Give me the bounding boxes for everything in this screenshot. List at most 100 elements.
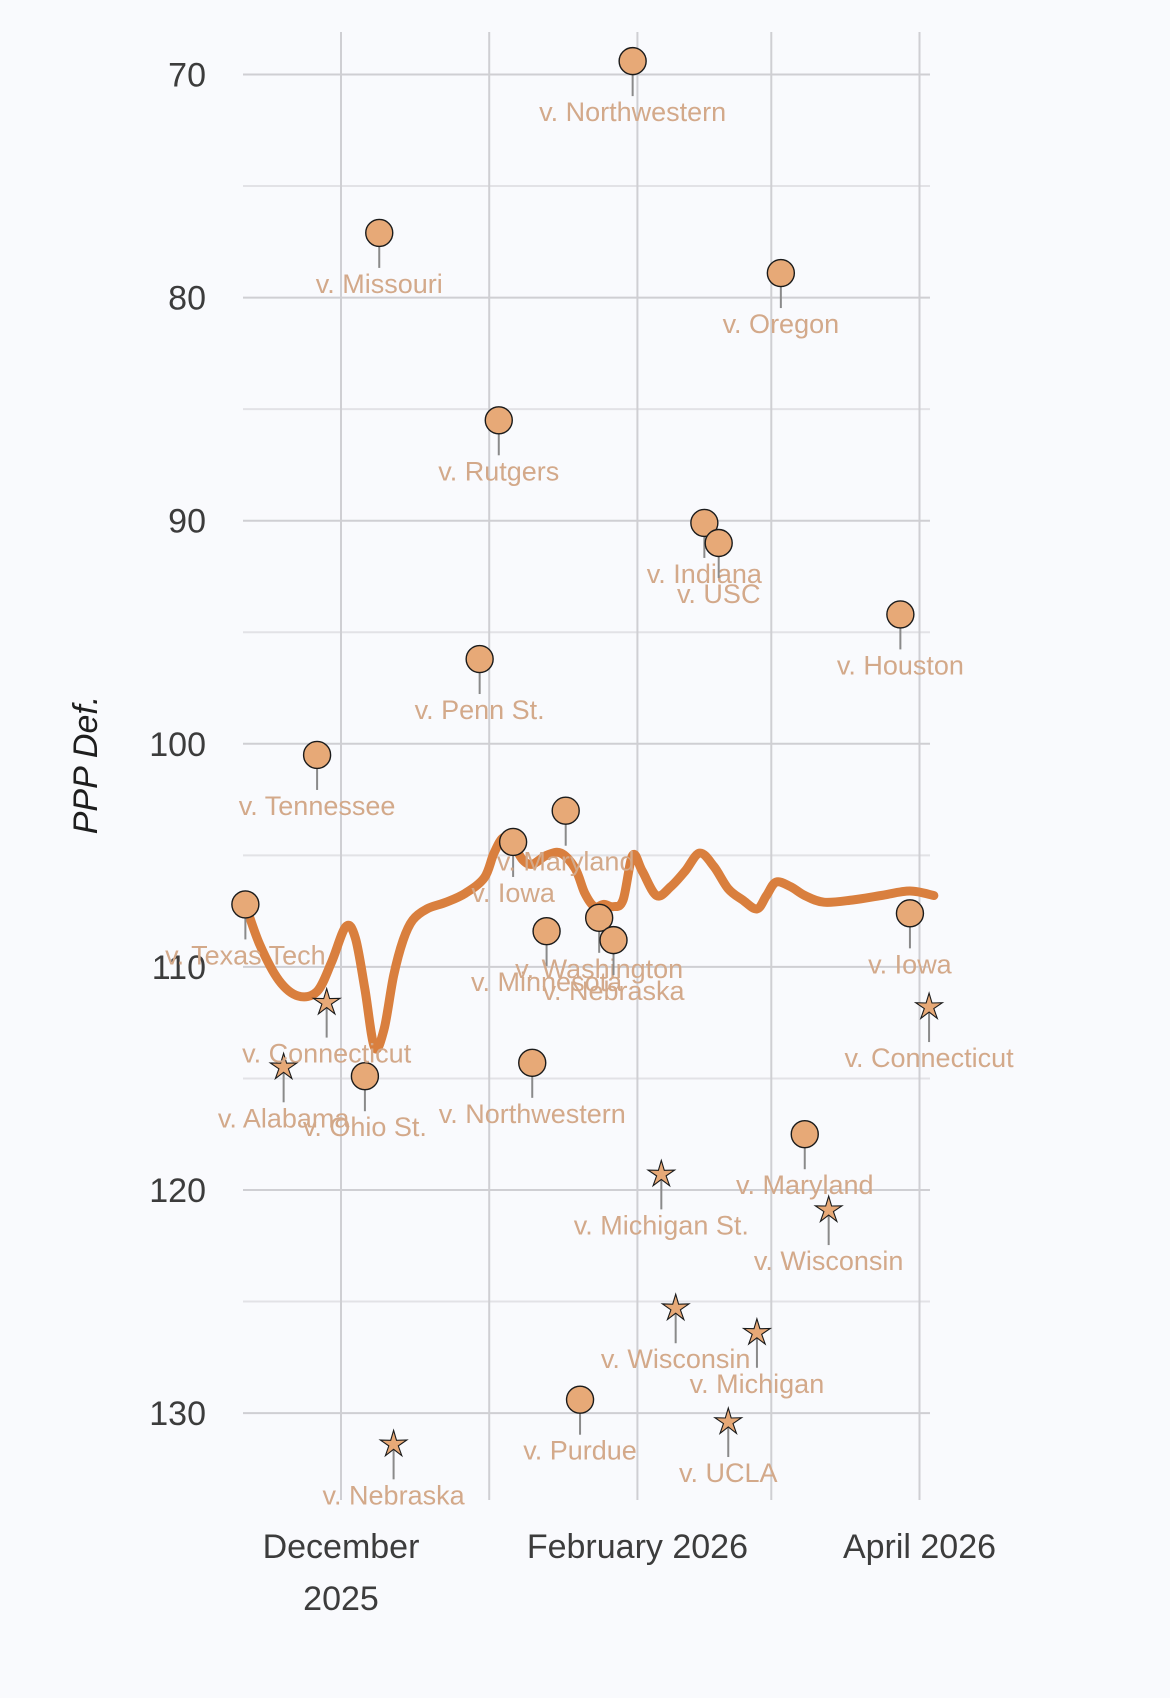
data-point: v. Penn St.: [415, 644, 545, 725]
circle-marker: [618, 46, 647, 76]
point-label: v. Purdue: [523, 1436, 637, 1466]
trend-layer: [240, 832, 939, 1054]
data-point: v. Purdue: [523, 1385, 637, 1466]
x-tick-label: February 2026: [527, 1528, 748, 1566]
data-point-star: v. UCLA: [679, 1406, 778, 1488]
x-tick-label: April 2026: [843, 1528, 996, 1566]
point-label: v. Missouri: [316, 269, 443, 299]
circle-marker: [895, 899, 925, 928]
point-label: v. Iowa: [868, 949, 953, 979]
point-label: v. Penn St.: [415, 695, 545, 725]
data-point: v. Iowa: [471, 827, 556, 908]
point-label: v. Ohio St.: [303, 1112, 427, 1142]
point-label: v. Oregon: [723, 309, 840, 339]
point-label: v. Texas Tech: [165, 940, 326, 970]
data-point: v. Ohio St.: [303, 1062, 427, 1142]
data-point-star: v. Connecticut: [845, 991, 1015, 1073]
circle-marker: [231, 890, 260, 919]
point-label: v. Nebraska: [323, 1480, 466, 1510]
point-label: v. Washington: [515, 954, 683, 984]
circle-marker: [350, 1062, 380, 1091]
star-marker: [813, 1194, 844, 1223]
point-label: v. Michigan St.: [574, 1210, 749, 1240]
circle-marker: [790, 1120, 819, 1149]
data-point-star: v. Michigan: [690, 1316, 825, 1399]
points-layer: v. Texas Tech v. Tennessee v. Ohio St. v. M…: [165, 46, 1015, 1510]
data-point: v. Texas Tech: [165, 890, 326, 970]
point-label: v. Iowa: [471, 878, 556, 908]
x-tick-label: December 2025: [263, 1528, 420, 1618]
point-label: v. Wisconsin: [601, 1344, 751, 1374]
y-axis-ticks: 70 80 90 100 110 120 130: [149, 57, 206, 1434]
data-point: v. Maryland: [736, 1120, 874, 1200]
point-label: v. Nebraska: [542, 976, 685, 1006]
data-point-star: v. Connecticut: [242, 986, 412, 1069]
data-point-star: v. Nebraska: [323, 1428, 466, 1510]
point-label: v. Rutgers: [438, 456, 559, 486]
data-point: v. Rutgers: [438, 406, 559, 486]
star-marker: [268, 1051, 299, 1081]
star-marker: [913, 991, 945, 1020]
data-point: v. Indiana: [647, 508, 763, 589]
data-point: v. Houston: [837, 600, 964, 680]
data-point: v. Missouri: [316, 218, 443, 299]
grid: [243, 32, 930, 1500]
star-marker: [660, 1292, 691, 1322]
circle-marker: [584, 903, 614, 933]
data-point: v. Maryland: [497, 796, 635, 877]
point-label: v. Connecticut: [845, 1043, 1015, 1073]
point-label: v. Wisconsin: [754, 1246, 904, 1276]
point-label: v. Indiana: [647, 559, 763, 589]
circle-marker: [704, 528, 733, 558]
circle-marker: [690, 508, 719, 538]
point-label: v. UCLA: [679, 1458, 778, 1488]
data-point: v. Washington: [515, 903, 683, 984]
point-label: v. Maryland: [497, 847, 635, 877]
point-label: v. Michigan: [690, 1369, 825, 1399]
point-label: v. Alabama: [218, 1103, 351, 1133]
data-point: v. Tennessee: [239, 740, 396, 821]
star-marker: [378, 1428, 409, 1458]
data-point: v. Northwestern: [439, 1048, 626, 1129]
circle-marker: [484, 406, 513, 435]
star-marker: [713, 1406, 744, 1435]
data-point-star: v. Michigan St.: [574, 1158, 749, 1240]
circle-marker: [532, 917, 561, 946]
y-tick-label: 120: [149, 1172, 206, 1210]
y-tick-label: 80: [168, 280, 206, 318]
data-point: v. Northwestern: [539, 46, 726, 127]
data-point: v. USC: [677, 528, 761, 609]
circle-marker: [465, 644, 494, 674]
data-point-star: v. Wisconsin: [754, 1194, 904, 1276]
data-point-star: v. Alabama: [218, 1051, 351, 1133]
circle-marker: [766, 258, 796, 288]
point-label: v. Maryland: [736, 1170, 874, 1200]
point-label: v. Tennessee: [239, 791, 396, 821]
circle-marker: [498, 827, 528, 857]
circle-marker: [599, 925, 628, 955]
data-point: v. Oregon: [723, 258, 840, 339]
y-tick-label: 90: [168, 503, 206, 541]
circle-marker: [886, 600, 915, 629]
circle-marker: [302, 740, 332, 770]
y-tick-label: 100: [149, 726, 206, 764]
star-marker: [646, 1158, 677, 1188]
data-point: v. Nebraska: [542, 925, 686, 1006]
x-axis-ticks: December 2025 February 2026 April 2026: [263, 1528, 996, 1618]
circle-marker: [565, 1385, 595, 1414]
circle-marker: [551, 796, 580, 825]
y-tick-label: 70: [168, 57, 206, 95]
y-tick-label: 130: [149, 1395, 206, 1433]
circle-marker: [365, 218, 394, 248]
point-label: v. Houston: [837, 650, 964, 680]
star-marker: [741, 1316, 773, 1346]
trend-line: [240, 832, 939, 1054]
circle-marker: [518, 1048, 547, 1078]
point-label: v. Northwestern: [539, 97, 726, 127]
data-point: v. Minnesota: [471, 917, 623, 997]
point-label: v. USC: [677, 579, 761, 609]
point-label: v. Minnesota: [471, 967, 623, 997]
point-label: v. Connecticut: [242, 1039, 412, 1069]
y-tick-label: 110: [152, 949, 206, 987]
